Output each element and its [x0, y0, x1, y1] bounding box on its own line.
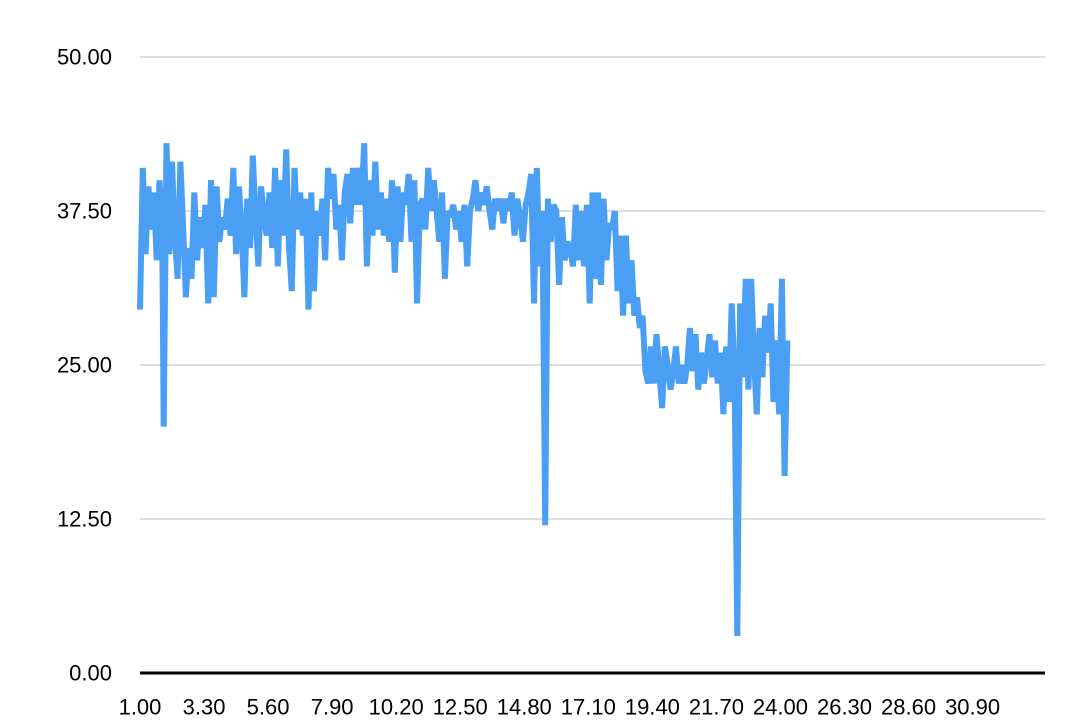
x-tick-label: 7.90	[311, 695, 354, 720]
x-tick-label: 5.60	[247, 695, 290, 720]
x-tick-label: 26.30	[817, 695, 872, 720]
x-tick-label: 24.00	[753, 695, 808, 720]
x-tick-label: 10.20	[369, 695, 424, 720]
series-group	[137, 143, 791, 637]
x-tick-label: 28.60	[881, 695, 936, 720]
x-tick-label: 3.30	[183, 695, 226, 720]
y-tick-label: 0.00	[69, 661, 112, 686]
series-line	[137, 143, 791, 637]
y-tick-label: 25.00	[57, 353, 112, 378]
x-tick-label: 30.90	[945, 695, 1000, 720]
x-tick-label: 17.10	[561, 695, 616, 720]
y-axis-tick-labels: 0.00 12.50 25.00 37.50 50.00	[57, 45, 112, 686]
x-axis-tick-labels: 1.00 3.30 5.60 7.90 10.20 12.50 14.80 17.10 19.4…	[119, 695, 1001, 720]
y-tick-label: 12.50	[57, 507, 112, 532]
y-tick-label: 50.00	[57, 45, 112, 70]
x-tick-label: 14.80	[497, 695, 552, 720]
x-tick-label: 19.40	[625, 695, 680, 720]
x-tick-label: 21.70	[689, 695, 744, 720]
x-tick-label: 12.50	[433, 695, 488, 720]
y-tick-label: 37.50	[57, 199, 112, 224]
x-tick-label: 1.00	[119, 695, 162, 720]
